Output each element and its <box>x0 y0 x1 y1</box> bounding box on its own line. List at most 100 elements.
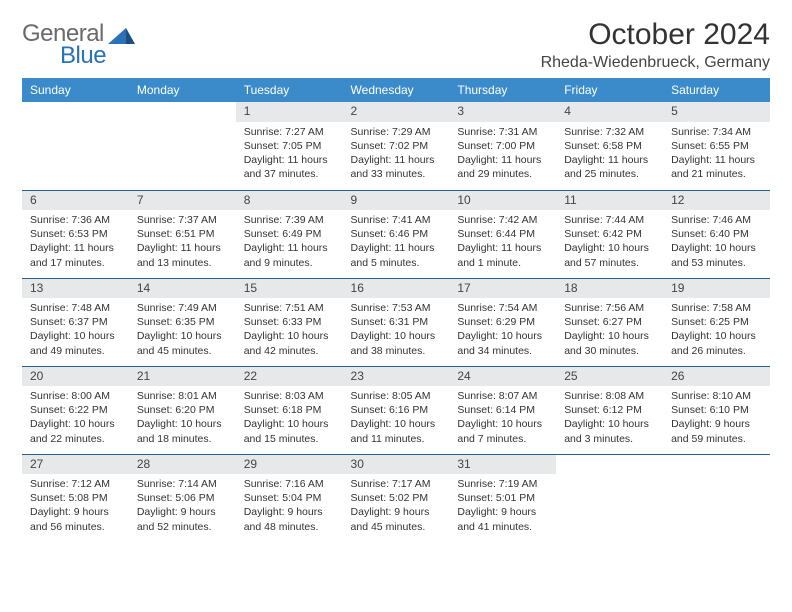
daylight-line-2: and 29 minutes. <box>457 167 550 181</box>
sunset-line: Sunset: 6:44 PM <box>457 227 550 241</box>
daylight-line-1: Daylight: 10 hours <box>137 329 230 343</box>
day-number: 10 <box>449 191 556 211</box>
day-details: Sunrise: 8:10 AMSunset: 6:10 PMDaylight:… <box>663 386 770 450</box>
day-number: 6 <box>22 191 129 211</box>
day-number: 1 <box>236 102 343 122</box>
sunset-line: Sunset: 6:10 PM <box>671 403 764 417</box>
sunset-line: Sunset: 6:29 PM <box>457 315 550 329</box>
calendar-day-cell: 21Sunrise: 8:01 AMSunset: 6:20 PMDayligh… <box>129 366 236 454</box>
day-details: Sunrise: 7:56 AMSunset: 6:27 PMDaylight:… <box>556 298 663 362</box>
daylight-line-2: and 34 minutes. <box>457 344 550 358</box>
sunset-line: Sunset: 5:04 PM <box>244 491 337 505</box>
daylight-line-1: Daylight: 10 hours <box>564 417 657 431</box>
day-details: Sunrise: 7:32 AMSunset: 6:58 PMDaylight:… <box>556 122 663 186</box>
sunset-line: Sunset: 7:00 PM <box>457 139 550 153</box>
calendar-day-cell: 7Sunrise: 7:37 AMSunset: 6:51 PMDaylight… <box>129 190 236 278</box>
day-number: 26 <box>663 367 770 387</box>
daylight-line-2: and 53 minutes. <box>671 256 764 270</box>
sunset-line: Sunset: 6:49 PM <box>244 227 337 241</box>
calendar-day-cell: 30Sunrise: 7:17 AMSunset: 5:02 PMDayligh… <box>343 454 450 542</box>
sunrise-line: Sunrise: 7:46 AM <box>671 213 764 227</box>
sunset-line: Sunset: 6:58 PM <box>564 139 657 153</box>
sunset-line: Sunset: 5:06 PM <box>137 491 230 505</box>
weekday-header: Tuesday <box>236 78 343 102</box>
sunset-line: Sunset: 6:55 PM <box>671 139 764 153</box>
sunset-line: Sunset: 6:27 PM <box>564 315 657 329</box>
sunrise-line: Sunrise: 7:16 AM <box>244 477 337 491</box>
sunset-line: Sunset: 6:14 PM <box>457 403 550 417</box>
calendar-day-cell: 13Sunrise: 7:48 AMSunset: 6:37 PMDayligh… <box>22 278 129 366</box>
day-number: 3 <box>449 102 556 122</box>
day-details: Sunrise: 8:05 AMSunset: 6:16 PMDaylight:… <box>343 386 450 450</box>
month-title: October 2024 <box>541 18 770 52</box>
day-number: 9 <box>343 191 450 211</box>
sunset-line: Sunset: 5:08 PM <box>30 491 123 505</box>
day-number: 18 <box>556 279 663 299</box>
calendar-week-row: 1Sunrise: 7:27 AMSunset: 7:05 PMDaylight… <box>22 102 770 190</box>
day-details: Sunrise: 7:12 AMSunset: 5:08 PMDaylight:… <box>22 474 129 538</box>
daylight-line-2: and 22 minutes. <box>30 432 123 446</box>
day-details: Sunrise: 7:39 AMSunset: 6:49 PMDaylight:… <box>236 210 343 274</box>
logo-mark-icon <box>108 22 136 44</box>
day-details: Sunrise: 7:51 AMSunset: 6:33 PMDaylight:… <box>236 298 343 362</box>
daylight-line-2: and 48 minutes. <box>244 520 337 534</box>
sunrise-line: Sunrise: 8:03 AM <box>244 389 337 403</box>
calendar-body: 1Sunrise: 7:27 AMSunset: 7:05 PMDaylight… <box>22 102 770 542</box>
daylight-line-1: Daylight: 11 hours <box>351 241 444 255</box>
daylight-line-1: Daylight: 11 hours <box>457 241 550 255</box>
daylight-line-2: and 33 minutes. <box>351 167 444 181</box>
sunrise-line: Sunrise: 7:49 AM <box>137 301 230 315</box>
calendar-day-cell: 24Sunrise: 8:07 AMSunset: 6:14 PMDayligh… <box>449 366 556 454</box>
day-details: Sunrise: 7:48 AMSunset: 6:37 PMDaylight:… <box>22 298 129 362</box>
day-number: 27 <box>22 455 129 475</box>
sunrise-line: Sunrise: 7:17 AM <box>351 477 444 491</box>
day-number: 4 <box>556 102 663 122</box>
sunset-line: Sunset: 6:35 PM <box>137 315 230 329</box>
daylight-line-1: Daylight: 11 hours <box>564 153 657 167</box>
daylight-line-1: Daylight: 9 hours <box>671 417 764 431</box>
daylight-line-1: Daylight: 10 hours <box>30 329 123 343</box>
day-number: 20 <box>22 367 129 387</box>
daylight-line-2: and 7 minutes. <box>457 432 550 446</box>
day-details: Sunrise: 7:19 AMSunset: 5:01 PMDaylight:… <box>449 474 556 538</box>
daylight-line-1: Daylight: 9 hours <box>30 505 123 519</box>
day-details: Sunrise: 7:16 AMSunset: 5:04 PMDaylight:… <box>236 474 343 538</box>
daylight-line-2: and 52 minutes. <box>137 520 230 534</box>
day-number: 13 <box>22 279 129 299</box>
day-details: Sunrise: 7:44 AMSunset: 6:42 PMDaylight:… <box>556 210 663 274</box>
day-number: 31 <box>449 455 556 475</box>
day-details: Sunrise: 7:27 AMSunset: 7:05 PMDaylight:… <box>236 122 343 186</box>
day-details: Sunrise: 7:34 AMSunset: 6:55 PMDaylight:… <box>663 122 770 186</box>
daylight-line-1: Daylight: 11 hours <box>671 153 764 167</box>
sunset-line: Sunset: 6:25 PM <box>671 315 764 329</box>
weekday-header: Saturday <box>663 78 770 102</box>
day-number: 19 <box>663 279 770 299</box>
sunrise-line: Sunrise: 8:05 AM <box>351 389 444 403</box>
calendar-day-cell: 11Sunrise: 7:44 AMSunset: 6:42 PMDayligh… <box>556 190 663 278</box>
day-details: Sunrise: 7:54 AMSunset: 6:29 PMDaylight:… <box>449 298 556 362</box>
sunrise-line: Sunrise: 7:34 AM <box>671 125 764 139</box>
header-row: General Blue October 2024 Rheda-Wiedenbr… <box>22 18 770 72</box>
daylight-line-2: and 41 minutes. <box>457 520 550 534</box>
day-number: 25 <box>556 367 663 387</box>
daylight-line-1: Daylight: 9 hours <box>137 505 230 519</box>
sunrise-line: Sunrise: 7:42 AM <box>457 213 550 227</box>
daylight-line-2: and 17 minutes. <box>30 256 123 270</box>
daylight-line-2: and 56 minutes. <box>30 520 123 534</box>
calendar-table: SundayMondayTuesdayWednesdayThursdayFrid… <box>22 78 770 542</box>
day-number: 11 <box>556 191 663 211</box>
calendar-day-cell: 18Sunrise: 7:56 AMSunset: 6:27 PMDayligh… <box>556 278 663 366</box>
weekday-header: Monday <box>129 78 236 102</box>
sunrise-line: Sunrise: 7:41 AM <box>351 213 444 227</box>
calendar-day-cell: 19Sunrise: 7:58 AMSunset: 6:25 PMDayligh… <box>663 278 770 366</box>
sunrise-line: Sunrise: 7:53 AM <box>351 301 444 315</box>
sunrise-line: Sunrise: 7:51 AM <box>244 301 337 315</box>
daylight-line-2: and 37 minutes. <box>244 167 337 181</box>
day-number: 22 <box>236 367 343 387</box>
weekday-header: Sunday <box>22 78 129 102</box>
calendar-day-cell: 31Sunrise: 7:19 AMSunset: 5:01 PMDayligh… <box>449 454 556 542</box>
daylight-line-1: Daylight: 10 hours <box>457 417 550 431</box>
daylight-line-2: and 3 minutes. <box>564 432 657 446</box>
calendar-day-cell: 5Sunrise: 7:34 AMSunset: 6:55 PMDaylight… <box>663 102 770 190</box>
sunrise-line: Sunrise: 7:56 AM <box>564 301 657 315</box>
